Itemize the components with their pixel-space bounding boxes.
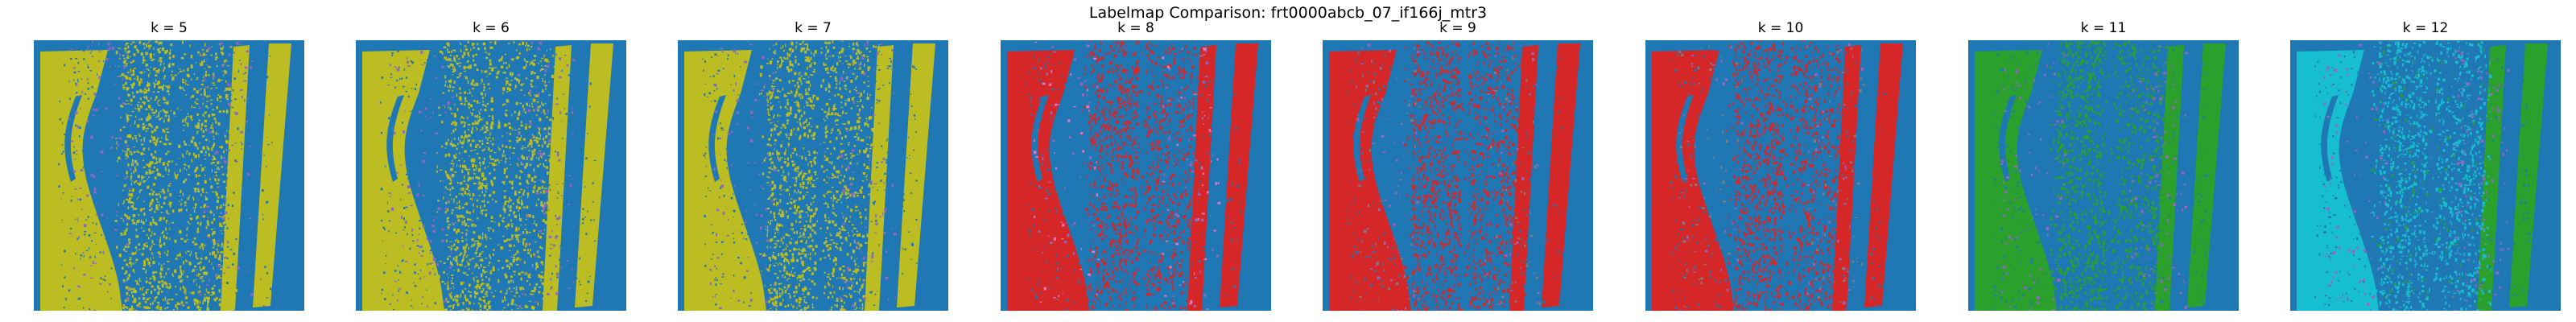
figure-title: Labelmap Comparison: frt0000abcb_07_if16… [1088,4,1488,22]
band-gap [64,95,82,182]
right-edge-band [1542,43,1580,308]
panel-title: k = 11 [2080,20,2127,36]
band-gap [1031,95,1049,182]
panel-title: k = 10 [1757,20,1804,36]
speckle-layer [380,40,597,311]
speckle-layer [1992,40,2209,311]
panel-title: k = 7 [795,20,832,36]
right-band [865,45,894,311]
right-edge-band [575,43,613,308]
panel-k12: k = 12 [2290,19,2561,311]
labelmap-image [1645,40,1916,311]
band-gap [386,95,404,182]
labelmap-image [34,40,304,311]
right-edge-band [253,43,291,308]
right-band [543,45,572,311]
speckle-layer [58,40,273,311]
speckle-layer [1670,40,1886,311]
left-band [1975,50,2057,311]
right-edge-band [1864,43,1903,308]
panel-title: k = 6 [473,20,510,36]
speckle-layer [702,40,918,311]
panel-k9: k = 9 [1323,19,1593,311]
speckle-layer [1347,40,1563,311]
right-edge-band [2509,43,2548,308]
right-edge-band [897,43,935,308]
labelmap-image [2290,40,2561,311]
panel-title: k = 12 [2402,20,2449,36]
panel-title: k = 8 [1117,20,1154,36]
labelmap-image [1323,40,1593,311]
left-band [1329,50,1411,311]
speckle-layer [2314,40,2530,311]
right-edge-band [1220,43,1258,308]
band-gap [2321,95,2339,182]
band-gap [708,95,726,182]
panel-k6: k = 6 [356,19,626,311]
panel-k5: k = 5 [34,19,304,311]
labelmap-image [356,40,626,311]
left-band [362,50,444,311]
speckle-layer [1025,40,1241,311]
labelmap-image [678,40,948,311]
labelmap-image [1968,40,2239,311]
panel-k10: k = 10 [1645,19,1916,311]
left-band [1652,50,1734,311]
labelmap-image [1001,40,1271,311]
left-band [40,50,122,311]
left-band [684,50,766,311]
panel-title: k = 5 [151,20,188,36]
band-gap [1353,95,1371,182]
right-band [221,45,250,311]
panel-k8: k = 8 [1001,19,1271,311]
left-band [1007,50,1089,311]
panel-k11: k = 11 [1968,19,2239,311]
panel-title: k = 9 [1439,20,1476,36]
panel-k7: k = 7 [678,19,948,311]
left-band [2297,50,2379,311]
band-gap [1676,95,1694,182]
